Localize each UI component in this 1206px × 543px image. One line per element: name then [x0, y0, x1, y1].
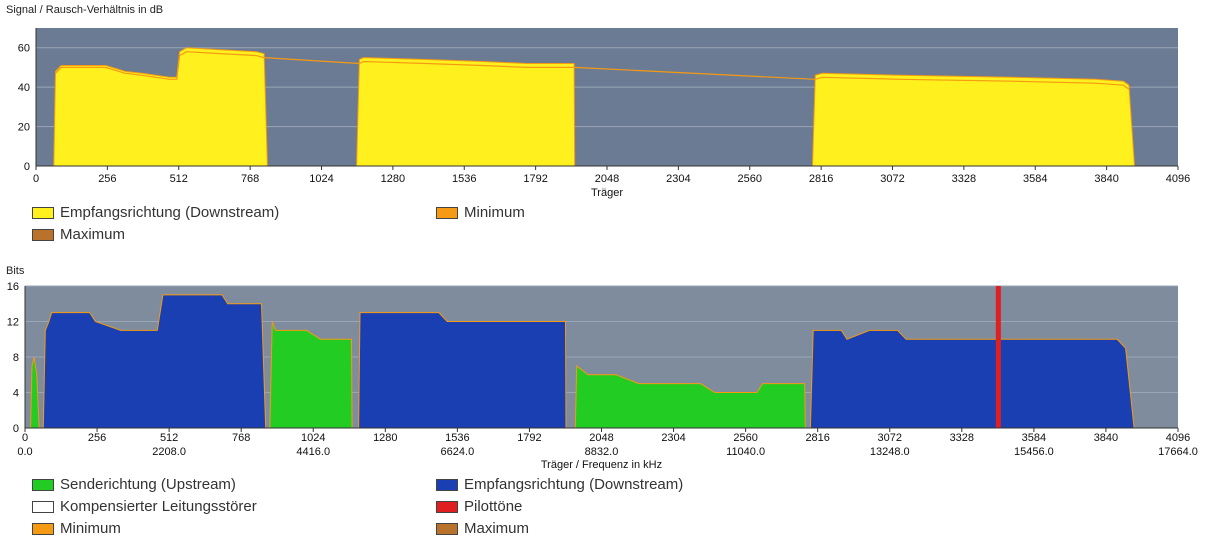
x-tick-label: 4096 — [1166, 173, 1190, 185]
y-tick-label: 60 — [18, 43, 30, 55]
x-tick-label: 1792 — [523, 173, 547, 185]
x2-tick-label: 17664.0 — [1158, 446, 1198, 458]
y-tick-label: 40 — [18, 82, 30, 94]
x2-tick-label: 13248.0 — [870, 446, 910, 458]
x-tick-label: 2048 — [589, 432, 613, 444]
x-tick-label: 1280 — [381, 173, 405, 185]
x-tick-label: 256 — [88, 432, 106, 444]
x-tick-label: 2048 — [595, 173, 619, 185]
x-tick-label: 1280 — [373, 432, 397, 444]
x2-tick-label: 11040.0 — [726, 446, 765, 458]
x-tick-label: 1536 — [452, 173, 476, 185]
legend-swatch — [32, 478, 54, 491]
legend-label: Maximum — [60, 226, 126, 243]
series-area-0 — [53, 47, 1136, 167]
x-tick-label: 768 — [241, 173, 259, 185]
y-tick-label: 20 — [18, 122, 30, 134]
x-axis-title: Träger / Frequenz in kHz — [541, 459, 662, 471]
x-tick-label: 3584 — [1022, 432, 1046, 444]
legend-swatch — [436, 522, 458, 535]
x-tick-label: 4096 — [1166, 432, 1190, 444]
x-axis-title: Träger — [591, 187, 623, 199]
x-tick-label: 1024 — [301, 432, 325, 444]
legend-item: Kompensierter Leitungsstörer — [32, 498, 257, 515]
legend-swatch — [436, 206, 458, 219]
x2-tick-label: 15456.0 — [1014, 446, 1054, 458]
y-tick-label: 4 — [13, 388, 19, 400]
x-tick-label: 3584 — [1023, 173, 1047, 185]
series-pilot-tone — [995, 286, 1001, 428]
legend-swatch — [32, 500, 54, 513]
y-tick-label: 0 — [24, 161, 30, 173]
legend-item: Minimum — [436, 204, 525, 221]
y-tick-label: 0 — [13, 423, 19, 435]
x-tick-label: 2304 — [666, 173, 690, 185]
x2-tick-label: 4416.0 — [296, 446, 330, 458]
y-tick-label: 8 — [13, 352, 19, 364]
x-tick-label: 3840 — [1094, 173, 1118, 185]
legend-swatch — [436, 500, 458, 513]
y-tick-label: 12 — [7, 317, 19, 329]
x-tick-label: 768 — [232, 432, 250, 444]
x-tick-label: 3840 — [1094, 432, 1118, 444]
legend-swatch — [32, 522, 54, 535]
x-tick-label: 2560 — [738, 173, 762, 185]
legend-item: Pilottöne — [436, 498, 522, 515]
legend-swatch — [436, 478, 458, 491]
legend-item: Maximum — [436, 520, 529, 537]
x-tick-label: 2304 — [661, 432, 685, 444]
legend-item: Senderichtung (Upstream) — [32, 476, 236, 493]
legend-label: Minimum — [464, 204, 525, 221]
x-tick-label: 2816 — [805, 432, 829, 444]
x-tick-label: 256 — [98, 173, 116, 185]
x-tick-label: 3072 — [880, 173, 904, 185]
legend-item: Empfangsrichtung (Downstream) — [436, 476, 683, 493]
x2-tick-label: 0.0 — [17, 446, 32, 458]
legend-item: Minimum — [32, 520, 121, 537]
x2-tick-label: 8832.0 — [585, 446, 619, 458]
x-tick-label: 1536 — [445, 432, 469, 444]
x-tick-label: 1792 — [517, 432, 541, 444]
series-minimum-line — [55, 51, 1130, 90]
legend-label: Minimum — [60, 520, 121, 537]
x-tick-label: 2816 — [809, 173, 833, 185]
legend-swatch — [32, 228, 54, 241]
legend-swatch — [32, 206, 54, 219]
x-tick-label: 512 — [170, 173, 188, 185]
bits-chart-title: Bits — [6, 265, 25, 277]
x-tick-label: 2560 — [733, 432, 757, 444]
x-tick-label: 3072 — [878, 432, 902, 444]
x-tick-label: 0 — [22, 432, 28, 444]
legend-label: Senderichtung (Upstream) — [60, 476, 236, 493]
legend-label: Maximum — [464, 520, 530, 537]
legend-item: Maximum — [32, 226, 125, 243]
legend-item: Empfangsrichtung (Downstream) — [32, 204, 279, 221]
x-tick-label: 3328 — [952, 173, 976, 185]
snr-chart-title: Signal / Rausch-Verhältnis in dB — [6, 4, 164, 16]
legend-label: Pilottöne — [464, 498, 523, 515]
legend-label: Kompensierter Leitungsstörer — [60, 498, 257, 515]
series-area-1 — [42, 294, 1135, 429]
x-tick-label: 1024 — [309, 173, 333, 185]
x2-tick-label: 2208.0 — [152, 446, 186, 458]
legend-label: Empfangsrichtung (Downstream) — [464, 476, 684, 493]
y-tick-label: 16 — [7, 281, 19, 293]
legend-label: Empfangsrichtung (Downstream) — [60, 204, 280, 221]
x2-tick-label: 6624.0 — [441, 446, 475, 458]
x-tick-label: 512 — [160, 432, 178, 444]
x-tick-label: 0 — [33, 173, 39, 185]
x-tick-label: 3328 — [950, 432, 974, 444]
